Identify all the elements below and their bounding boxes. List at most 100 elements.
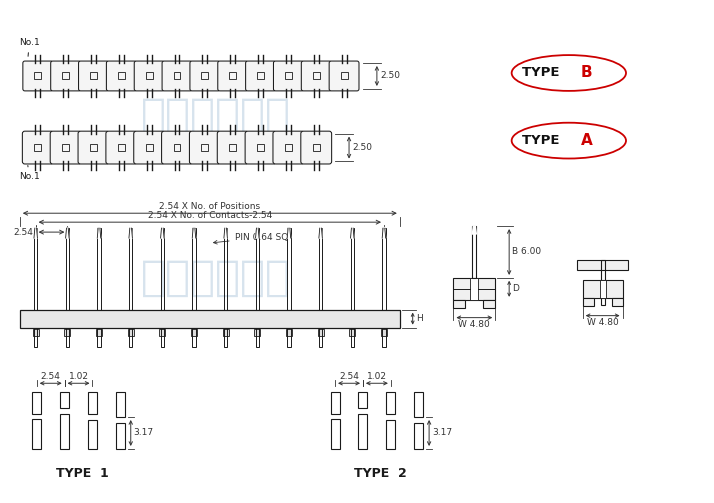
Bar [146, 72, 153, 79]
Bar [257, 144, 264, 151]
Polygon shape [287, 228, 291, 238]
FancyBboxPatch shape [161, 131, 192, 164]
Text: PIN 0.64 SQ: PIN 0.64 SQ [213, 233, 288, 244]
Bar [34, 327, 37, 348]
Bar [453, 300, 466, 308]
Text: 1.02: 1.02 [367, 372, 387, 381]
Bar [285, 72, 292, 79]
Bar [34, 144, 41, 151]
Bar [381, 328, 387, 336]
FancyBboxPatch shape [246, 61, 276, 91]
Bar [257, 72, 264, 79]
Bar [90, 72, 97, 79]
Polygon shape [66, 228, 69, 238]
FancyBboxPatch shape [79, 61, 109, 91]
Bar [201, 72, 208, 79]
Polygon shape [129, 228, 132, 238]
Bar [453, 278, 496, 300]
Bar [386, 420, 396, 449]
FancyBboxPatch shape [50, 131, 81, 164]
Bar [386, 392, 396, 414]
FancyBboxPatch shape [217, 131, 248, 164]
FancyBboxPatch shape [51, 61, 81, 91]
Bar [254, 328, 261, 336]
FancyBboxPatch shape [301, 131, 331, 164]
Bar [319, 327, 322, 348]
Text: 2.54 X No. of Contacts-2.54: 2.54 X No. of Contacts-2.54 [148, 211, 272, 220]
Bar [349, 328, 356, 336]
Bar [414, 423, 423, 449]
Bar [223, 328, 228, 336]
Bar [64, 328, 71, 336]
Bar [191, 328, 197, 336]
Polygon shape [97, 228, 101, 238]
FancyBboxPatch shape [189, 131, 220, 164]
Bar [286, 328, 292, 336]
Text: 2.54: 2.54 [339, 372, 359, 381]
Bar [20, 310, 400, 327]
Bar [34, 228, 37, 310]
Bar [577, 260, 628, 270]
Text: No.1: No.1 [19, 165, 40, 182]
Text: 2.54 X No. of Positions: 2.54 X No. of Positions [159, 202, 261, 211]
Bar [88, 392, 97, 414]
FancyBboxPatch shape [301, 61, 331, 91]
Bar [129, 327, 132, 348]
Text: TYPE: TYPE [522, 66, 564, 79]
Bar [256, 327, 259, 348]
Bar [583, 280, 623, 298]
FancyBboxPatch shape [190, 61, 220, 91]
Polygon shape [473, 226, 476, 234]
Bar [382, 327, 386, 348]
Bar [129, 228, 132, 310]
Bar [62, 72, 69, 79]
Bar [287, 327, 291, 348]
Bar [32, 392, 41, 414]
Bar [66, 228, 69, 310]
Bar [88, 420, 97, 449]
Bar [358, 392, 368, 408]
Bar [351, 228, 354, 310]
Polygon shape [382, 228, 386, 238]
Bar [201, 144, 208, 151]
Bar [600, 280, 605, 298]
Ellipse shape [512, 123, 626, 158]
Text: No.1: No.1 [19, 38, 40, 56]
Text: W 4.80: W 4.80 [587, 317, 618, 326]
Bar [32, 419, 41, 449]
Bar [62, 144, 69, 151]
Bar [483, 300, 496, 308]
Bar [358, 414, 368, 449]
FancyBboxPatch shape [106, 61, 136, 91]
Bar [331, 392, 340, 414]
FancyBboxPatch shape [23, 61, 53, 91]
Bar [60, 392, 69, 408]
Bar [382, 228, 386, 310]
Bar [118, 144, 125, 151]
FancyBboxPatch shape [134, 61, 164, 91]
Polygon shape [256, 228, 259, 238]
Bar [174, 144, 181, 151]
FancyBboxPatch shape [245, 131, 276, 164]
Text: B 6.00: B 6.00 [512, 247, 541, 257]
Bar [34, 72, 41, 79]
Text: 深圳康佐电子: 深圳康佐电子 [141, 257, 291, 299]
Bar [90, 144, 97, 151]
Bar [318, 328, 323, 336]
Bar [118, 72, 125, 79]
Bar [97, 228, 101, 310]
Polygon shape [34, 228, 37, 238]
Bar [161, 228, 164, 310]
FancyBboxPatch shape [162, 61, 192, 91]
Text: 2.54: 2.54 [41, 372, 61, 381]
Bar [600, 260, 605, 305]
Text: 深圳康佐电子: 深圳康佐电子 [141, 95, 291, 137]
Text: 3.17: 3.17 [134, 429, 154, 438]
Text: TYPE: TYPE [522, 134, 564, 147]
Ellipse shape [512, 55, 626, 91]
FancyBboxPatch shape [22, 131, 53, 164]
Bar [473, 226, 476, 278]
Bar [351, 327, 354, 348]
Bar [159, 328, 166, 336]
Polygon shape [192, 228, 196, 238]
